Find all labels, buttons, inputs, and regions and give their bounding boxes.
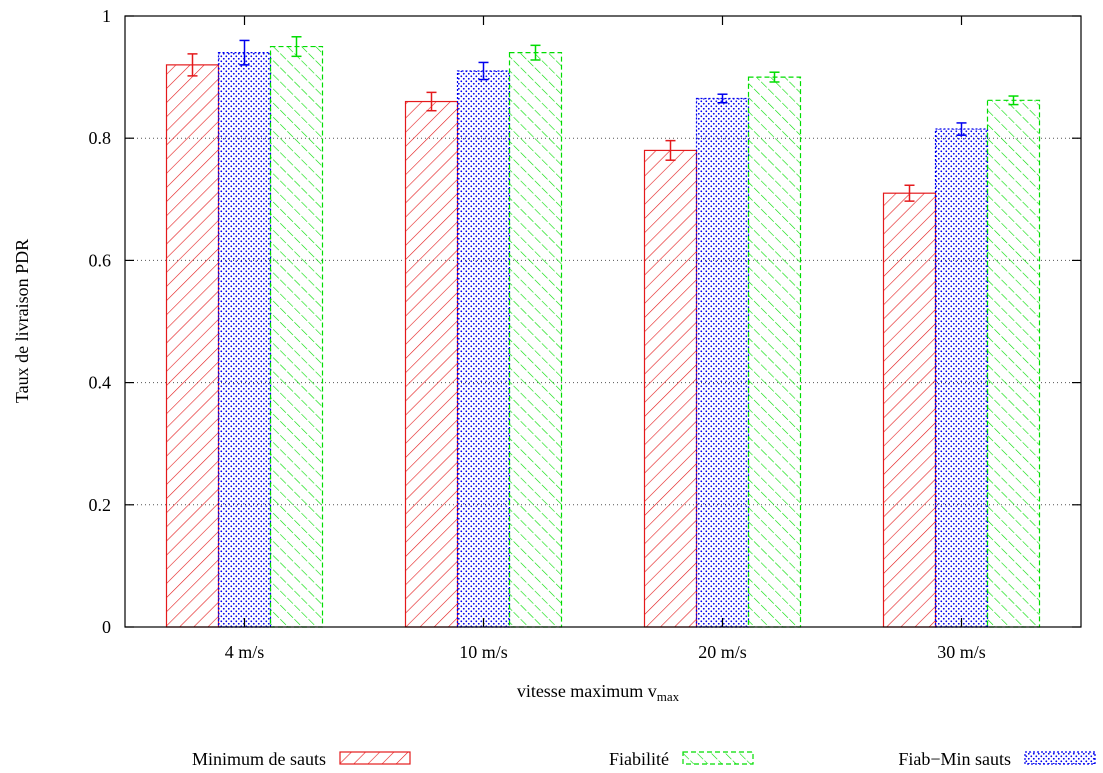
bar xyxy=(508,52,563,628)
legend-label: Fiabilité xyxy=(609,749,669,769)
bar xyxy=(986,99,1041,628)
x-axis-title-subscript: max xyxy=(657,689,680,704)
legend-label: Minimum de sauts xyxy=(192,749,326,769)
y-tick-label: 0.4 xyxy=(89,373,112,393)
y-tick-label: 1 xyxy=(102,6,111,26)
y-tick-label: 0.2 xyxy=(89,495,112,515)
error-bars xyxy=(187,36,1019,202)
bar xyxy=(165,64,220,628)
y-tick-label: 0.6 xyxy=(89,250,112,270)
bar xyxy=(882,192,937,628)
x-axis-title: vitesse maximum vmax xyxy=(517,681,680,704)
x-tick-label: 10 m/s xyxy=(459,642,508,662)
bar xyxy=(269,45,324,628)
y-tick-label: 0.8 xyxy=(89,128,112,148)
legend-swatch xyxy=(1024,751,1096,765)
x-tick-label: 20 m/s xyxy=(698,642,747,662)
bar xyxy=(404,100,459,628)
axis-ticks: 0 0.2 0.4 0.6 0.8 1 4 m/s 10 m/s 20 m/s 30 m/s xyxy=(89,6,1081,662)
bar xyxy=(217,52,272,628)
plot-frame xyxy=(124,15,1082,628)
y-axis-title: Taux de livraison PDR xyxy=(12,239,32,403)
x-tick-label: 4 m/s xyxy=(225,642,265,662)
bar xyxy=(456,70,511,628)
bar xyxy=(934,128,989,628)
x-tick-label: 30 m/s xyxy=(937,642,986,662)
bar xyxy=(643,149,698,628)
bar xyxy=(695,97,750,628)
bar xyxy=(747,76,802,628)
legend: Minimum de sauts Fiabilité Fiab−Min sauts xyxy=(192,749,1096,769)
bars xyxy=(165,45,1041,628)
legend-swatch xyxy=(682,751,754,765)
legend-swatch xyxy=(339,751,411,765)
y-tick-label: 0 xyxy=(102,617,111,637)
legend-label: Fiab−Min sauts xyxy=(898,749,1011,769)
